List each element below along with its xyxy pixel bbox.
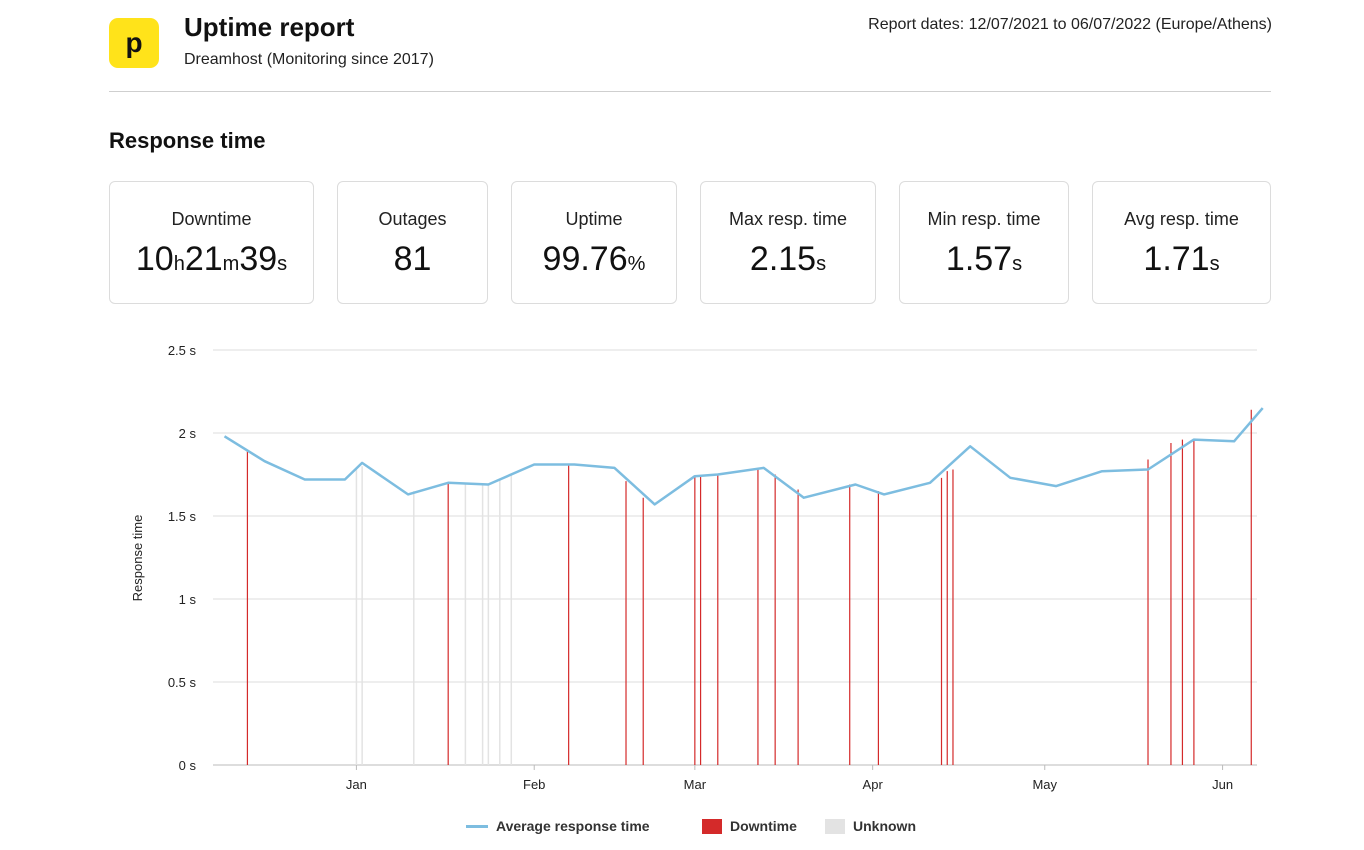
min-resp-value: 1.57s (945, 240, 1023, 278)
app-logo: p (109, 18, 159, 68)
outages-label: Outages (378, 209, 447, 229)
y-tick-label: 2.5 s (168, 343, 197, 358)
min-resp-label: Min resp. time (927, 209, 1041, 229)
svg-text:p: p (125, 28, 142, 58)
outages-value: 81 (393, 240, 432, 278)
grid-lines (213, 349, 1257, 770)
downtime-card: Downtime 10h21m39s (109, 181, 314, 304)
page-subtitle: Dreamhost (Monitoring since 2017) (184, 51, 434, 68)
legend-item-avg[interactable]: Average response time (466, 818, 650, 834)
response-time-chart: 0 s 0.5 s 1 s 1.5 s 2 s 2.5 s Jan Feb Mar Apr May… (130, 343, 1264, 792)
avg-response-line (223, 407, 1264, 506)
legend-unknown-swatch (825, 818, 845, 834)
legend-label-downtime: Downtime (730, 818, 797, 834)
y-tick-label: 0 s (179, 758, 197, 773)
y-tick-label: 0.5 s (168, 675, 197, 690)
report-dates: Report dates: 12/07/2021 to 06/07/2022 (… (868, 16, 1272, 33)
logo-p-icon: p (125, 28, 142, 58)
x-tick-labels: Jan Feb Mar Apr May Jun (346, 777, 1233, 792)
y-tick-labels: 0 s 0.5 s 1 s 1.5 s 2 s 2.5 s (168, 343, 197, 773)
avg-resp-label: Avg resp. time (1124, 209, 1239, 229)
legend-line-swatch (466, 824, 488, 828)
legend-item-downtime[interactable]: Downtime (702, 818, 797, 834)
x-tick-label: Apr (863, 777, 884, 792)
x-tick-label: Jan (346, 777, 367, 792)
x-tick-label: Jun (1212, 777, 1233, 792)
legend-label-avg: Average response time (496, 818, 650, 834)
header-divider (109, 91, 1271, 92)
x-tick-label: Feb (523, 777, 545, 792)
min-resp-card: Min resp. time 1.57s (899, 181, 1069, 304)
downtime-bars (246, 409, 1252, 765)
avg-resp-card: Avg resp. time 1.71s (1092, 181, 1271, 304)
outages-card: Outages 81 (337, 181, 488, 304)
uptime-card: Uptime 99.76% (511, 181, 677, 304)
section-title: Response time (109, 128, 266, 153)
y-tick-label: 2 s (179, 426, 197, 441)
uptime-label: Uptime (565, 209, 623, 229)
y-tick-label: 1 s (179, 592, 197, 607)
unknown-bars (355, 466, 513, 765)
legend-downtime-swatch (702, 818, 722, 834)
legend-label-unknown: Unknown (853, 818, 916, 834)
page-title: Uptime report (184, 12, 355, 42)
y-axis-label: Response time (130, 515, 145, 602)
x-tick-label: Mar (684, 777, 707, 792)
y-tick-label: 1.5 s (168, 509, 197, 524)
x-tick-label: May (1032, 777, 1057, 792)
uptime-value: 99.76% (542, 240, 646, 278)
avg-resp-value: 1.71s (1143, 240, 1220, 278)
max-resp-card: Max resp. time 2.15s (700, 181, 876, 304)
legend-item-unknown[interactable]: Unknown (825, 818, 916, 834)
avg-line-series (223, 407, 1264, 506)
max-resp-label: Max resp. time (728, 209, 848, 229)
max-resp-value: 2.15s (749, 240, 827, 278)
chart-legend: Average response time Downtime Unknown (0, 818, 1364, 838)
downtime-value: 10h21m39s (135, 240, 288, 278)
downtime-label: Downtime (171, 209, 252, 229)
